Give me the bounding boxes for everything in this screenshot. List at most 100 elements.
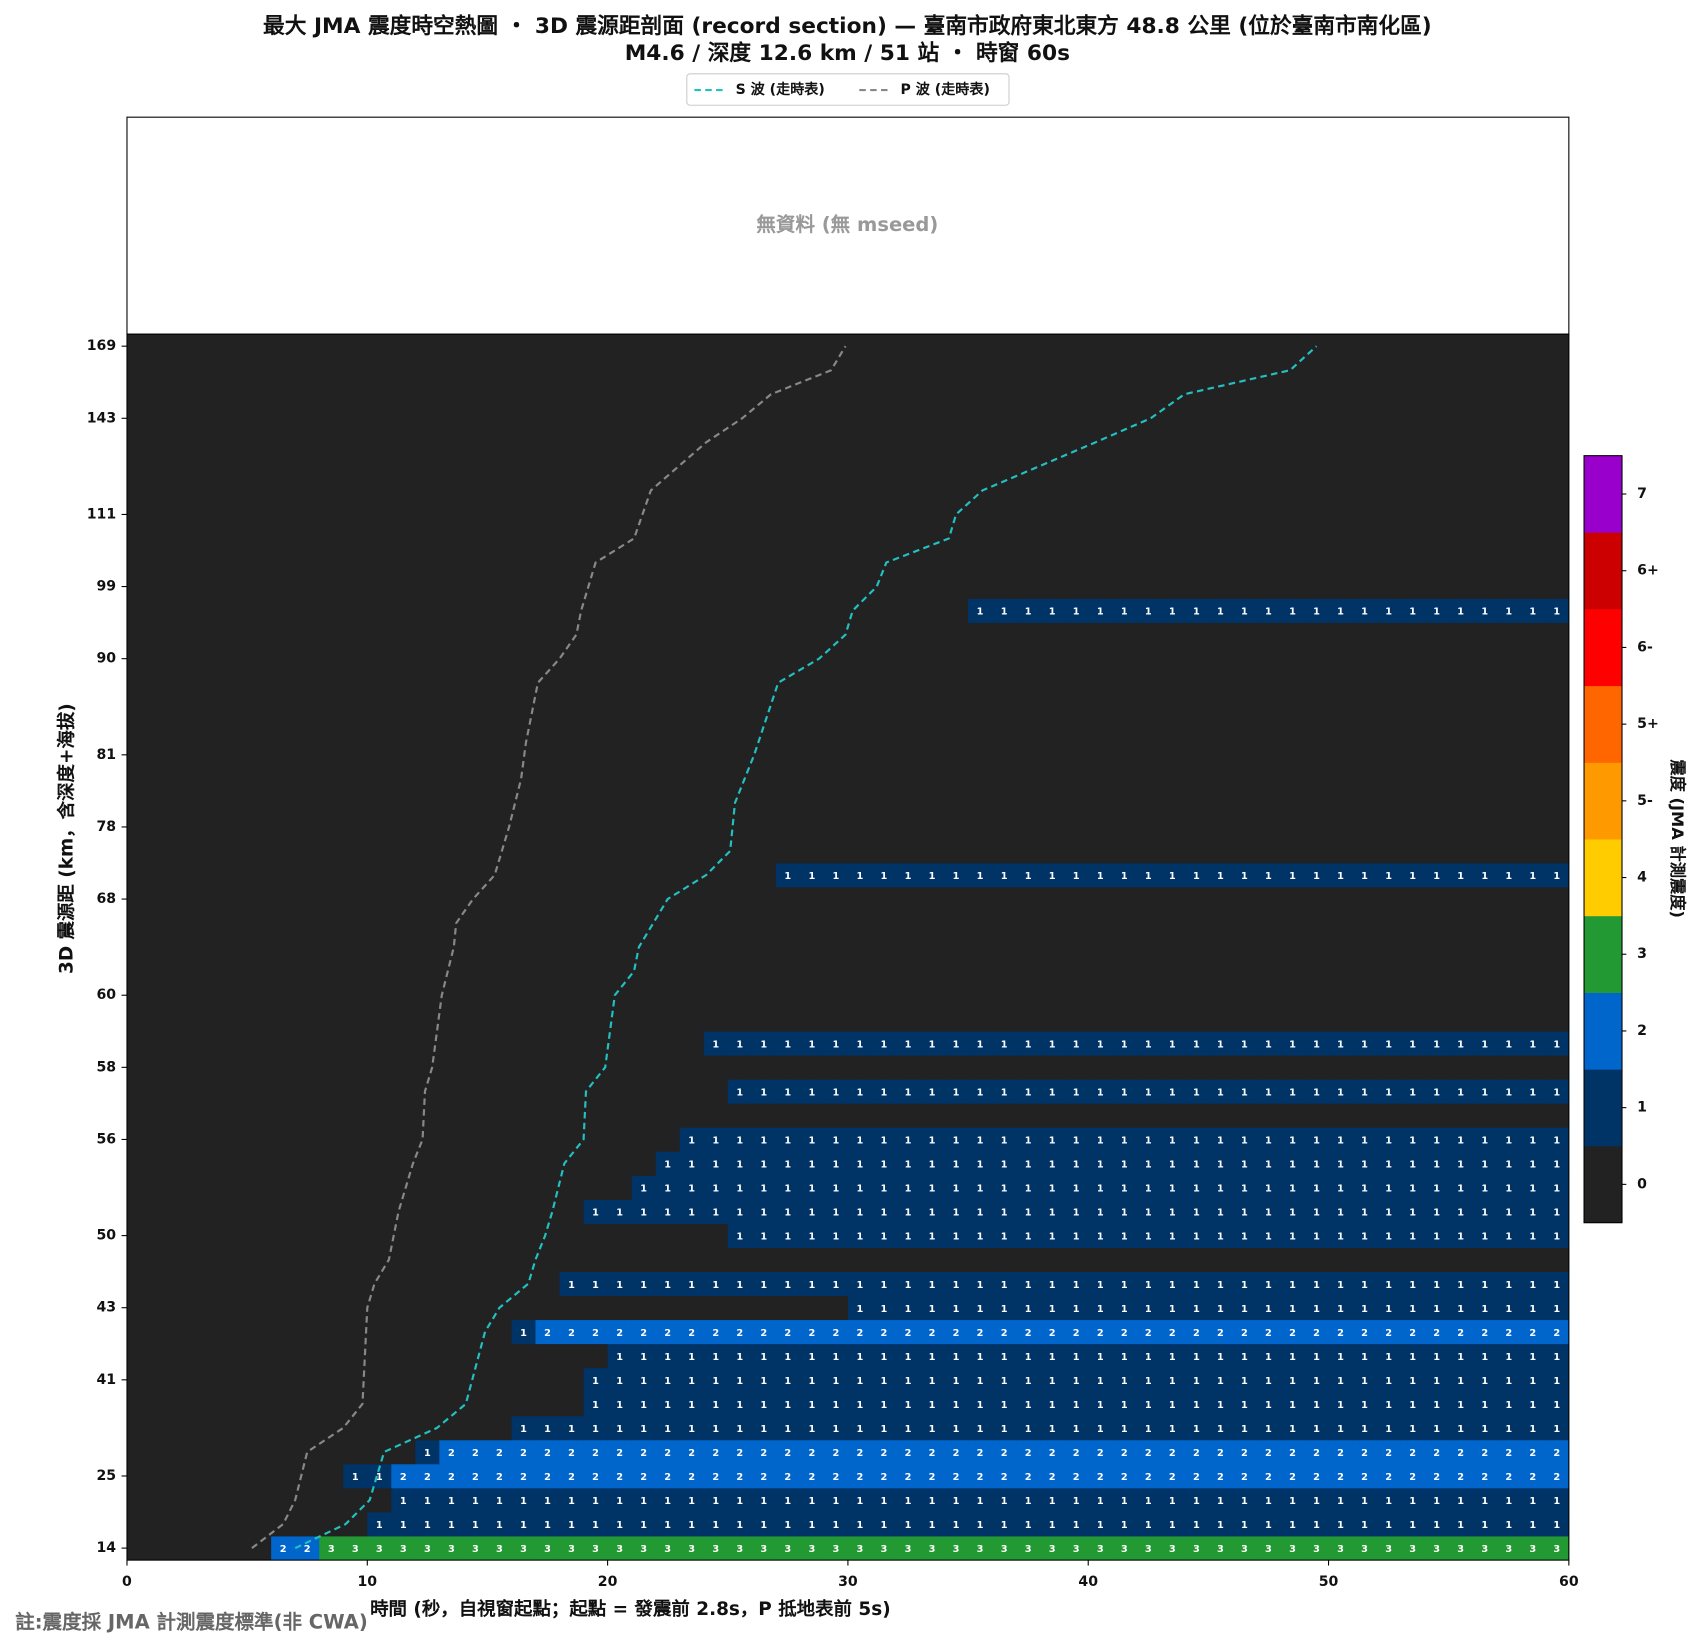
heatmap-cell xyxy=(727,959,753,984)
heatmap-cell xyxy=(823,598,849,623)
heatmap-cell xyxy=(271,838,296,864)
cell-label: 1 xyxy=(833,871,840,882)
cell-label: 1 xyxy=(1553,1136,1560,1147)
heatmap-cell xyxy=(1352,1463,1377,1489)
heatmap-cell xyxy=(1304,766,1329,792)
heatmap-cell xyxy=(391,334,416,359)
heatmap-cell xyxy=(1328,1031,1353,1056)
heatmap-cell xyxy=(1496,1463,1522,1489)
heatmap-cell xyxy=(247,1175,272,1200)
cell-label: 1 xyxy=(424,1520,431,1531)
heatmap-cell xyxy=(1400,1319,1425,1345)
heatmap-cell xyxy=(944,1367,969,1393)
heatmap-cell xyxy=(679,1151,705,1176)
heatmap-cell xyxy=(1016,334,1041,359)
heatmap-cell xyxy=(439,1127,464,1152)
heatmap-cell xyxy=(871,1175,897,1200)
heatmap-cell xyxy=(391,670,416,696)
cell-label: 1 xyxy=(712,1184,719,1195)
heatmap-cell xyxy=(1448,526,1474,551)
cell-label: 2 xyxy=(568,1472,575,1483)
heatmap-cell xyxy=(703,1199,729,1224)
heatmap-cell xyxy=(463,790,488,816)
heatmap-cell xyxy=(439,526,464,551)
cell-label: 1 xyxy=(1433,1232,1440,1243)
heatmap-cell xyxy=(271,718,296,744)
cell-label: 1 xyxy=(784,1184,791,1195)
cell-label: 1 xyxy=(905,1208,912,1219)
heatmap-cell xyxy=(1136,1247,1161,1272)
cell-label: 1 xyxy=(1553,1184,1560,1195)
heatmap-cell xyxy=(319,790,344,816)
heatmap-cell xyxy=(1352,406,1377,431)
heatmap-cell xyxy=(391,1536,416,1561)
heatmap-cell xyxy=(1328,1127,1353,1152)
heatmap-cell xyxy=(1160,1343,1185,1369)
heatmap-cell xyxy=(343,718,368,744)
heatmap-cell xyxy=(1328,550,1353,575)
heatmap-cell xyxy=(799,1367,825,1393)
cell-label: 1 xyxy=(1409,1376,1416,1387)
cell-label: 1 xyxy=(1217,1087,1224,1098)
heatmap-cell xyxy=(439,358,464,383)
heatmap-cell xyxy=(823,406,849,431)
heatmap-cell xyxy=(343,1079,368,1104)
heatmap-cell xyxy=(1544,1319,1570,1345)
cell-label: 1 xyxy=(1169,1087,1176,1098)
heatmap-cell xyxy=(1328,1079,1353,1104)
heatmap-cell xyxy=(607,742,632,768)
heatmap-cell xyxy=(703,646,729,672)
cell-label: 1 xyxy=(688,1496,695,1507)
cell-label: 1 xyxy=(616,1496,623,1507)
heatmap-cell xyxy=(751,1295,777,1321)
cell-label: 1 xyxy=(1313,1136,1320,1147)
heatmap-cell xyxy=(199,911,224,936)
heatmap-cell xyxy=(679,1055,705,1080)
heatmap-cell xyxy=(1040,863,1065,888)
heatmap-cell xyxy=(415,1127,440,1152)
heatmap-cell xyxy=(631,1199,656,1224)
heatmap-cell xyxy=(367,1536,392,1561)
cell-label: 1 xyxy=(544,1496,551,1507)
heatmap-cell xyxy=(271,1175,296,1200)
heatmap-cell xyxy=(1112,502,1137,527)
heatmap-cell xyxy=(151,814,176,840)
heatmap-cell xyxy=(1112,1536,1137,1561)
heatmap-cell xyxy=(223,814,248,840)
heatmap-cell xyxy=(559,1319,584,1345)
heatmap-cell xyxy=(1136,1007,1161,1032)
heatmap-cell xyxy=(319,1271,344,1297)
heatmap-cell xyxy=(895,1103,921,1128)
heatmap-cell xyxy=(199,1175,224,1200)
cell-label: 2 xyxy=(1361,1328,1368,1339)
heatmap-cell xyxy=(895,1175,921,1200)
cell-label: 2 xyxy=(1529,1472,1536,1483)
heatmap-cell xyxy=(1112,959,1137,984)
cell-label: 1 xyxy=(1505,1280,1512,1291)
heatmap-cell xyxy=(559,1223,584,1248)
cell-label: 3 xyxy=(784,1544,791,1555)
heatmap-cell xyxy=(992,838,1017,864)
heatmap-cell xyxy=(1184,1079,1209,1104)
heatmap-cell xyxy=(126,1103,152,1128)
cell-label: 1 xyxy=(881,1352,888,1363)
heatmap-cell xyxy=(895,358,921,383)
heatmap-cell xyxy=(1016,574,1041,599)
heatmap-cell xyxy=(703,382,729,407)
heatmap-cell xyxy=(1088,1103,1113,1128)
cell-label: 2 xyxy=(568,1448,575,1459)
heatmap-cell xyxy=(992,1223,1017,1248)
heatmap-cell xyxy=(535,694,560,720)
heatmap-cell xyxy=(1088,1439,1113,1465)
cell-label: 2 xyxy=(520,1448,527,1459)
heatmap-cell xyxy=(1088,742,1113,768)
heatmap-cell xyxy=(1088,1415,1113,1441)
heatmap-cell xyxy=(1112,838,1137,864)
heatmap-cell xyxy=(511,1055,536,1080)
heatmap-cell xyxy=(847,1223,873,1248)
cell-label: 2 xyxy=(1097,1448,1104,1459)
heatmap-cell xyxy=(463,1031,488,1056)
cell-label: 1 xyxy=(1481,1304,1488,1315)
cell-label: 1 xyxy=(616,1520,623,1531)
heatmap-cell xyxy=(1496,1151,1522,1176)
